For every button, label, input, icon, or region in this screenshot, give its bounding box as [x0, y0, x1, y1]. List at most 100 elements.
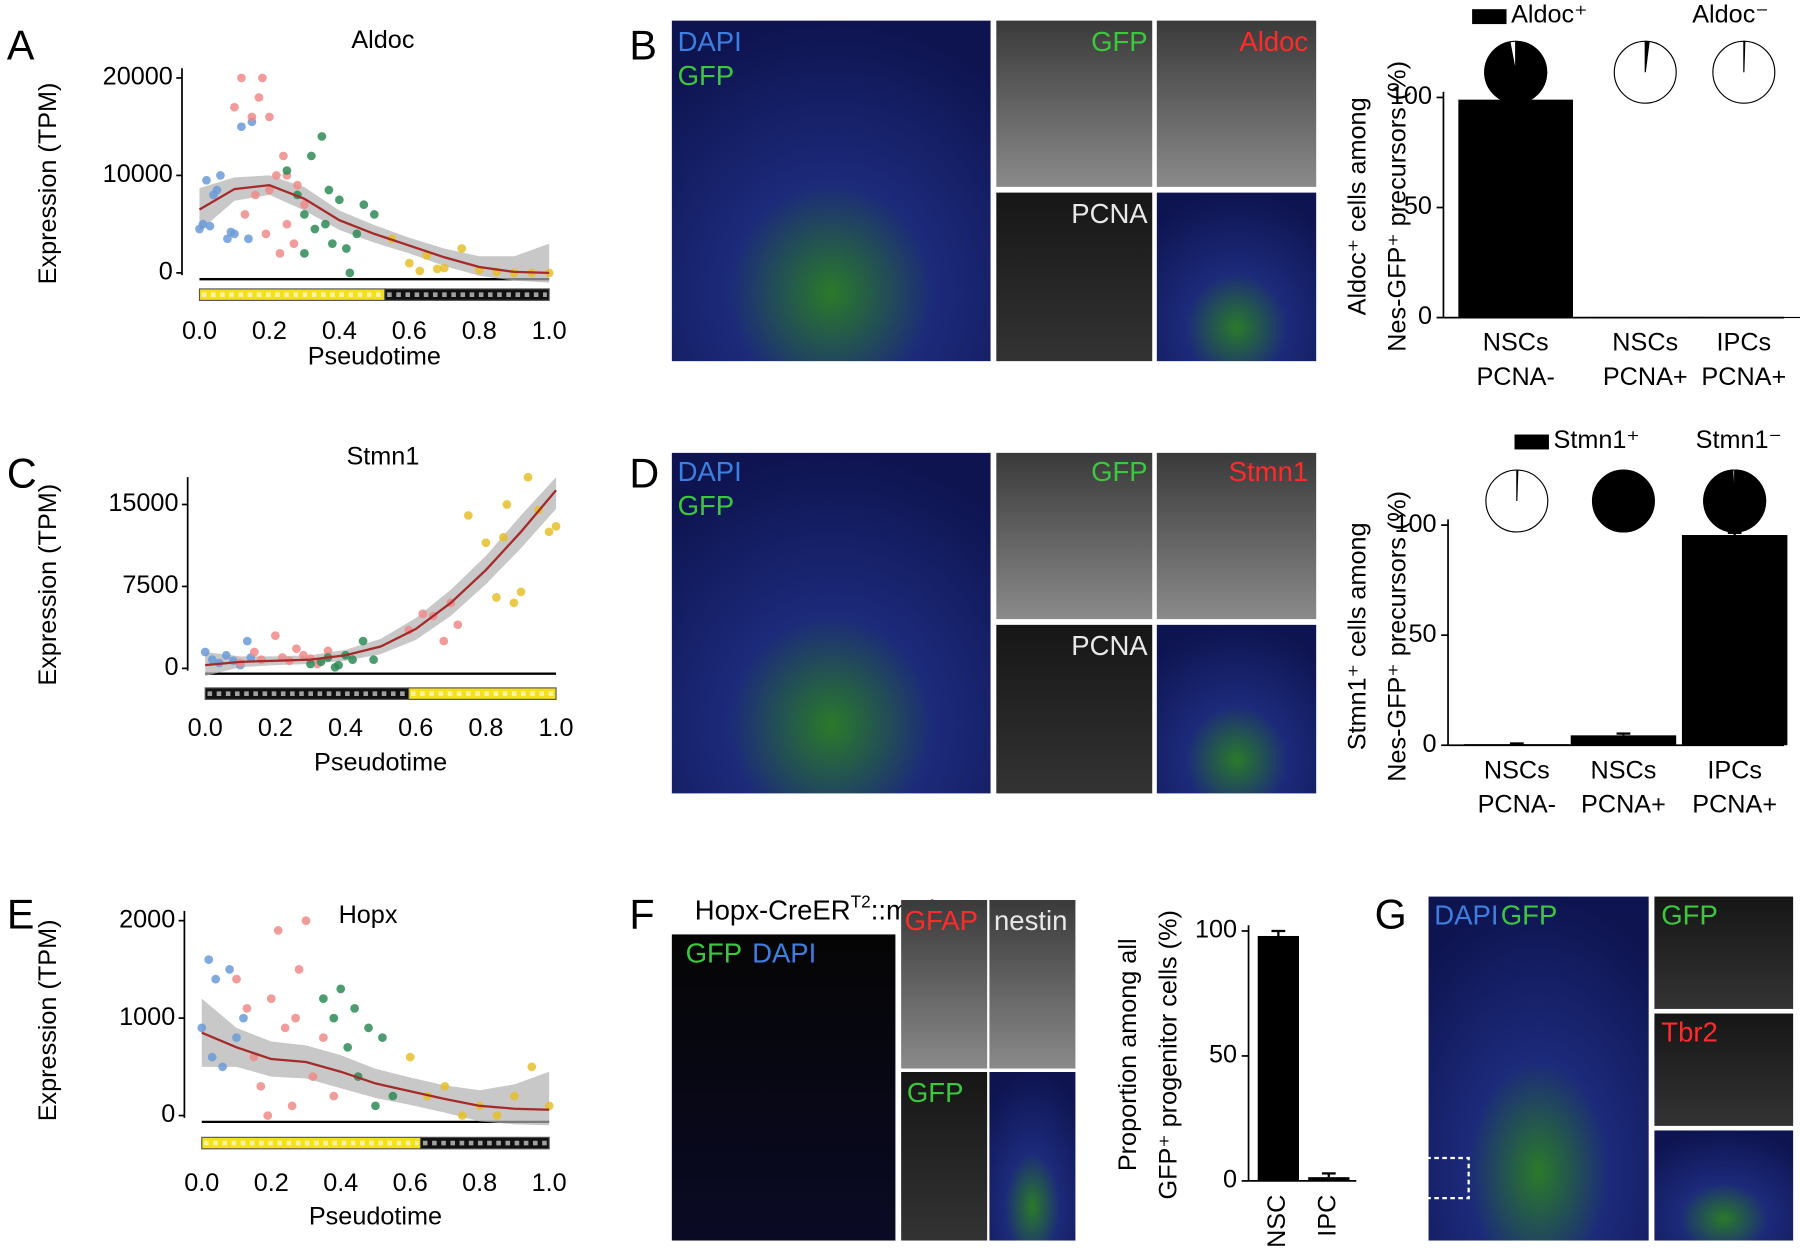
scatter-point [230, 102, 239, 112]
fit-line [205, 489, 557, 667]
scatter-point [439, 263, 449, 273]
pie-slice [1703, 469, 1767, 533]
micrograph [901, 1071, 988, 1241]
scatter-point [232, 1033, 241, 1042]
x-tick-label: 0.4 [322, 317, 357, 345]
scatter-point [254, 93, 264, 102]
scatter-point [352, 229, 362, 239]
scatter-point [404, 258, 414, 268]
x-tick-label: 0.2 [254, 1169, 289, 1197]
bar [1257, 935, 1299, 1181]
panel-letter: C [7, 450, 37, 496]
scatter-point [439, 636, 449, 646]
scatter-point [310, 224, 320, 234]
scatter-point [415, 266, 425, 276]
scatter-point [527, 1062, 537, 1072]
scatter-point [317, 132, 327, 141]
micrograph [1654, 1013, 1794, 1126]
x-tick-label: 0.6 [398, 714, 433, 742]
x-tick-label: PCNA- [1478, 791, 1556, 819]
x-tick-label: 1.0 [532, 1169, 567, 1197]
scatter-point [329, 1091, 339, 1101]
scatter-point [551, 521, 561, 531]
image-label: GFP [1501, 899, 1558, 930]
bar [1464, 744, 1570, 746]
micrograph [901, 900, 988, 1069]
scatter-point [516, 587, 526, 597]
legend-label: Stmn1⁺ [1554, 426, 1640, 454]
image-label: DAPI [678, 26, 742, 57]
scatter-point [263, 1111, 273, 1120]
scatter-point [358, 636, 368, 646]
bar [1681, 535, 1788, 746]
x-tick-label: 0.2 [252, 317, 287, 345]
y-axis-title: Nes-GFP⁺ precursors (%) [1384, 491, 1412, 782]
chart: Aldoc Expression (TPM) Pseudotime 0 10000 200… [34, 26, 567, 370]
fit-line [198, 183, 550, 275]
micrograph [996, 192, 1153, 362]
legend-label: Aldoc⁺ [1511, 1, 1587, 29]
scatter-point [440, 1081, 450, 1091]
chart-title: Stmn1 [346, 442, 419, 470]
scatter-point [371, 1101, 380, 1111]
image-label: nestin [994, 905, 1067, 936]
scatter-point [544, 1101, 554, 1111]
x-tick-label: IPCs [1707, 756, 1762, 784]
x-tick-label: 0.0 [182, 317, 217, 345]
y-axis-title: Nes-GFP⁺ precursors (%) [1384, 61, 1412, 352]
pseudotime-segment [198, 288, 386, 301]
y-tick-label: 0 [1418, 302, 1432, 330]
image-label: Tbr2 [1661, 1016, 1718, 1047]
scatter-point [294, 965, 304, 974]
scatter-point [244, 234, 253, 244]
scatter-point [200, 647, 210, 657]
x-tick-label: 1.0 [539, 714, 574, 742]
chart-title: Aldoc [351, 26, 414, 54]
scatter-point [343, 1042, 353, 1052]
x-tick-label: 0.0 [188, 714, 223, 742]
y-axis-title: GFP⁺ progenitor cells (%) [1154, 910, 1182, 1199]
x-tick-label: PCNA+ [1603, 363, 1688, 391]
image-label: DAPI [678, 456, 742, 487]
scatter-point [287, 1101, 297, 1111]
pie-slice [1484, 40, 1548, 104]
scatter-point [388, 1091, 398, 1101]
x-tick-label: 0.0 [184, 1169, 219, 1197]
scatter-point [499, 532, 508, 542]
image-label: GFAP [905, 905, 978, 936]
y-tick-label: 15000 [108, 489, 178, 517]
y-tick-label: 100 [1390, 82, 1432, 110]
scatter-point [282, 166, 292, 175]
image-label: GFP [1091, 456, 1148, 487]
y-tick-label: 0 [1223, 1166, 1237, 1194]
x-tick-label: NSCs [1483, 329, 1549, 357]
micrograph [1428, 896, 1649, 1241]
scatter-point [271, 631, 280, 640]
pseudotime-segment [384, 288, 550, 301]
image-label: DAPI [752, 937, 816, 968]
pie-slice [1516, 469, 1519, 502]
scatter-point [289, 239, 299, 248]
x-tick-label: PCNA- [1476, 363, 1554, 391]
scatter-point [463, 511, 473, 520]
scatter-point [207, 1052, 217, 1062]
scatter-point [300, 210, 309, 219]
scatter-point [341, 244, 351, 253]
micrograph [1156, 192, 1317, 362]
image-label: Stmn1 [1229, 456, 1308, 487]
chart: Stmn1 Expression (TPM) Pseudotime 0 7500 1500… [34, 442, 573, 776]
x-tick-label: PCNA+ [1692, 791, 1777, 819]
y-axis-title: Stmn1⁺ cells among [1343, 522, 1371, 750]
scatter-point [237, 73, 246, 83]
x-tick-label: 0.2 [258, 714, 293, 742]
scatter-point [249, 647, 259, 657]
y-axis-title: Aldoc⁺ cells among [1343, 97, 1371, 315]
chart-title: Hopx [339, 901, 398, 929]
micrograph [1156, 452, 1317, 620]
scatter-point [223, 234, 232, 244]
scatter-point [336, 984, 346, 994]
scatter-point [492, 1111, 502, 1120]
scatter-point [265, 185, 274, 195]
x-tick-label: 0.6 [393, 1169, 428, 1197]
